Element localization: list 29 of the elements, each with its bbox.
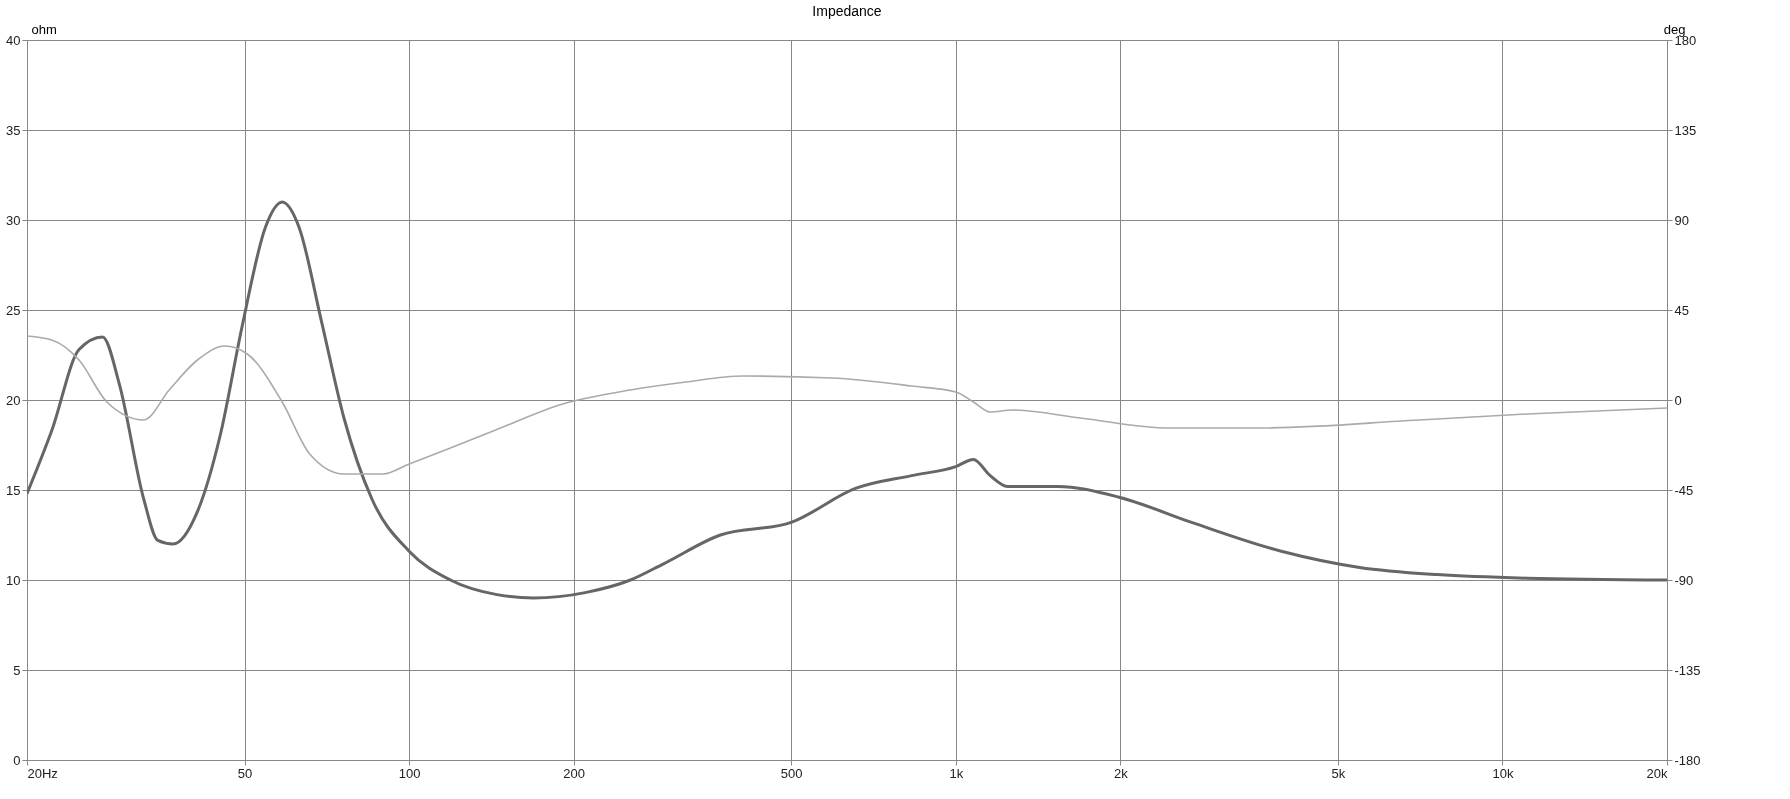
x-tick-label: 50	[237, 765, 253, 781]
y2-tick-label: -180	[1674, 752, 1701, 768]
x-tick-label: 100	[398, 765, 421, 781]
y-axis-title: ohm	[31, 21, 57, 37]
y2-tick-label: 135	[1674, 122, 1697, 138]
y-tick-label: 40	[6, 32, 21, 48]
y2-tick-label: 45	[1674, 302, 1689, 318]
x-tick-label: 20Hz	[27, 765, 58, 781]
x-tick-label: 1k	[949, 765, 964, 781]
y-tick-label: 30	[6, 212, 21, 228]
y2-tick-label: -90	[1674, 572, 1694, 588]
y2-tick-label: 90	[1674, 212, 1689, 228]
y2-tick-label: -135	[1674, 662, 1701, 678]
y-tick-label: 0	[13, 752, 21, 768]
y-tick-label: 15	[6, 482, 21, 498]
y2-tick-label: 0	[1674, 392, 1682, 408]
y-tick-label: 10	[6, 572, 21, 588]
y-tick-label: 20	[6, 392, 21, 408]
x-tick-label: 2k	[1113, 765, 1129, 781]
chart-title: Impedance	[812, 3, 882, 19]
y-tick-label: 5	[13, 662, 21, 678]
y-tick-label: 25	[6, 302, 21, 318]
x-tick-label: 500	[780, 765, 803, 781]
y2-tick-label: -45	[1674, 482, 1694, 498]
y-tick-label: 35	[6, 122, 21, 138]
x-tick-label: 5k	[1331, 765, 1346, 781]
x-tick-label: 10k	[1492, 765, 1514, 781]
x-tick-label: 20k	[1646, 765, 1668, 781]
x-tick-label: 200	[563, 765, 586, 781]
